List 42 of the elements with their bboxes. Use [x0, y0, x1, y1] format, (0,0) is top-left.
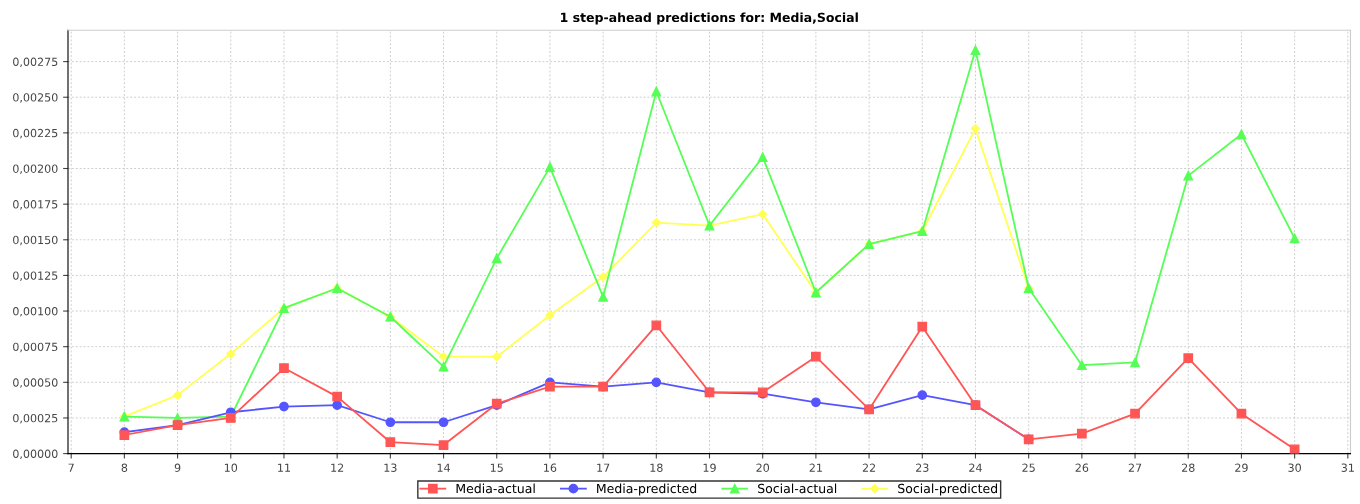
x-tick-label: 7: [68, 463, 74, 472]
y-tick-label: 0,00125: [13, 271, 58, 281]
x-tick-label: 16: [544, 463, 557, 472]
x-tick-label: 20: [756, 463, 770, 472]
legend-label: Media-predicted: [597, 483, 697, 496]
y-tick-label: 0,00075: [13, 342, 58, 353]
chart-title: 1 step-ahead predictions for: Media,Social: [561, 12, 858, 25]
legend-label: Social-predicted: [898, 483, 998, 496]
x-tick-label: 12: [331, 463, 344, 472]
y-tick-label: 0,00250: [13, 93, 58, 103]
x-tick-label: 13: [384, 463, 397, 472]
x-tick-label: 18: [650, 463, 663, 472]
x-tick-label: 26: [1075, 463, 1089, 472]
x-tick-label: 10: [224, 463, 238, 472]
x-tick-label: 29: [1235, 463, 1248, 472]
x-tick-label: 14: [437, 463, 450, 472]
x-tick-label: 17: [597, 463, 610, 472]
x-tick-label: 31: [1341, 463, 1354, 472]
x-tick-label: 8: [121, 463, 128, 472]
x-tick-label: 27: [1128, 463, 1142, 472]
x-tick-label: 28: [1181, 463, 1195, 472]
x-tick-label: 25: [1022, 463, 1035, 472]
x-tick-label: 24: [969, 463, 982, 472]
y-tick-label: 0,00050: [13, 378, 58, 388]
y-tick-label: 0,00175: [13, 200, 58, 210]
y-tick-label: 0,00225: [13, 128, 58, 139]
y-tick-label: 0,00200: [13, 164, 58, 175]
x-tick-label: 23: [916, 463, 929, 472]
x-tick-label: 21: [809, 463, 822, 472]
x-tick-label: 22: [862, 463, 876, 472]
y-tick-label: 0,00000: [13, 449, 58, 460]
x-tick-label: 15: [490, 463, 503, 472]
x-tick-label: 9: [174, 463, 181, 472]
x-tick-label: 11: [278, 463, 291, 472]
x-tick-label: 30: [1288, 463, 1301, 472]
y-tick-label: 0,00150: [13, 235, 58, 246]
legend-label: Media-actual: [456, 483, 535, 494]
x-tick-label: 19: [703, 463, 716, 472]
y-tick-label: 0,00100: [13, 307, 58, 317]
legend-label: Social-actual: [758, 483, 837, 494]
y-tick-label: 0,00025: [13, 413, 58, 424]
y-tick-label: 0,00275: [13, 57, 58, 68]
